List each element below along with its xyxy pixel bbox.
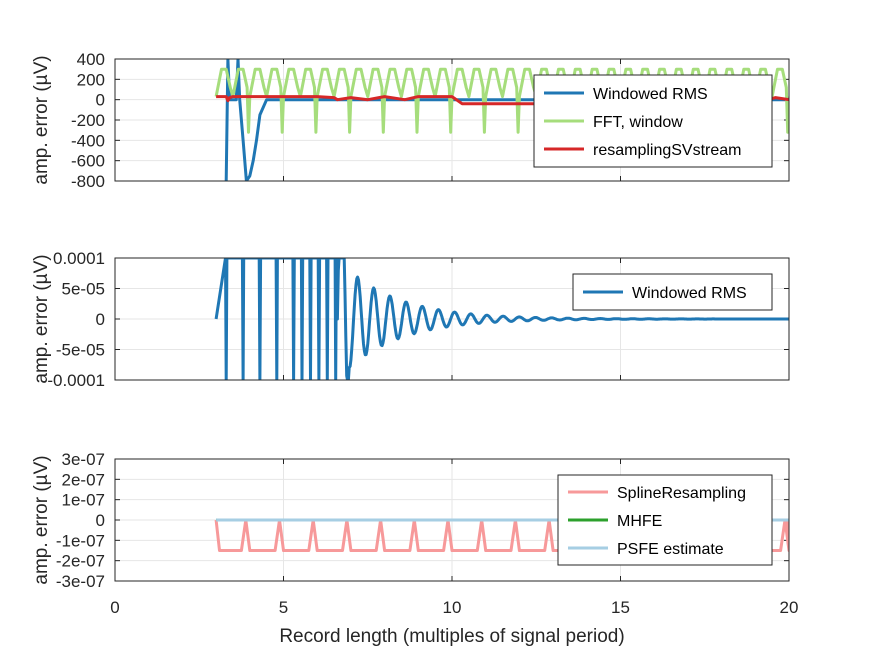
legend: SplineResampling MHFE PSFE estimate [557,474,773,566]
series-line-windowed-rms [224,59,789,181]
y-tick-label: 5e-05 [62,280,105,299]
axes-frame [114,458,790,582]
y-tick-label: -600 [71,152,105,171]
x-axis-label: Record length (multiples of signal perio… [279,626,624,647]
y-tick-label: -3e-07 [56,572,105,591]
series-group [214,258,789,380]
legend: Windowed RMS [572,273,773,311]
x-tick-label: 20 [780,598,799,617]
legend-label: Windowed RMS [632,285,747,302]
legend-label: resamplingSVstream [593,142,742,159]
x-tick-label: 10 [443,598,462,617]
legend-label: SplineResampling [617,485,746,502]
legend-box [557,474,773,566]
y-axis-label: amp. error (µV) [31,455,52,584]
y-tick-label: 400 [77,50,105,69]
x-tick-label: 0 [110,598,119,617]
y-tick-label: -2e-07 [56,552,105,571]
y-tick-label: 200 [77,70,105,89]
y-tick-label: -5e-05 [56,341,105,360]
y-tick-label: 0 [96,310,105,329]
axes-frame [114,58,790,182]
legend: Windowed RMS FFT, window resamplingSVstrea… [533,74,773,168]
legend-label: PSFE estimate [617,541,724,558]
axes-frame [114,257,790,381]
x-tick-label: 15 [611,598,630,617]
y-axis-label: amp. error (µV) [31,254,52,383]
series-line-fft-window [214,67,789,134]
y-tick-label: 2e-07 [62,470,105,489]
legend-label: FFT, window [593,114,683,131]
legend-label: Windowed RMS [593,86,708,103]
y-tick-label: 3e-07 [62,450,105,469]
y-tick-label: 0 [96,91,105,110]
y-tick-label: 1e-07 [62,491,105,510]
y-tick-label: -200 [71,111,105,130]
legend-label: MHFE [617,513,662,530]
series-line-windowed-rms [214,258,789,380]
y-tick-label: 0.0001 [53,249,105,268]
y-tick-label: -400 [71,131,105,150]
y-tick-label: -1e-07 [56,531,105,550]
y-tick-label: -0.0001 [47,371,105,390]
y-axis-label: amp. error (µV) [31,55,52,184]
y-tick-label: 0 [96,511,105,530]
x-tick-label: 5 [279,598,288,617]
y-tick-label: -800 [71,172,105,191]
